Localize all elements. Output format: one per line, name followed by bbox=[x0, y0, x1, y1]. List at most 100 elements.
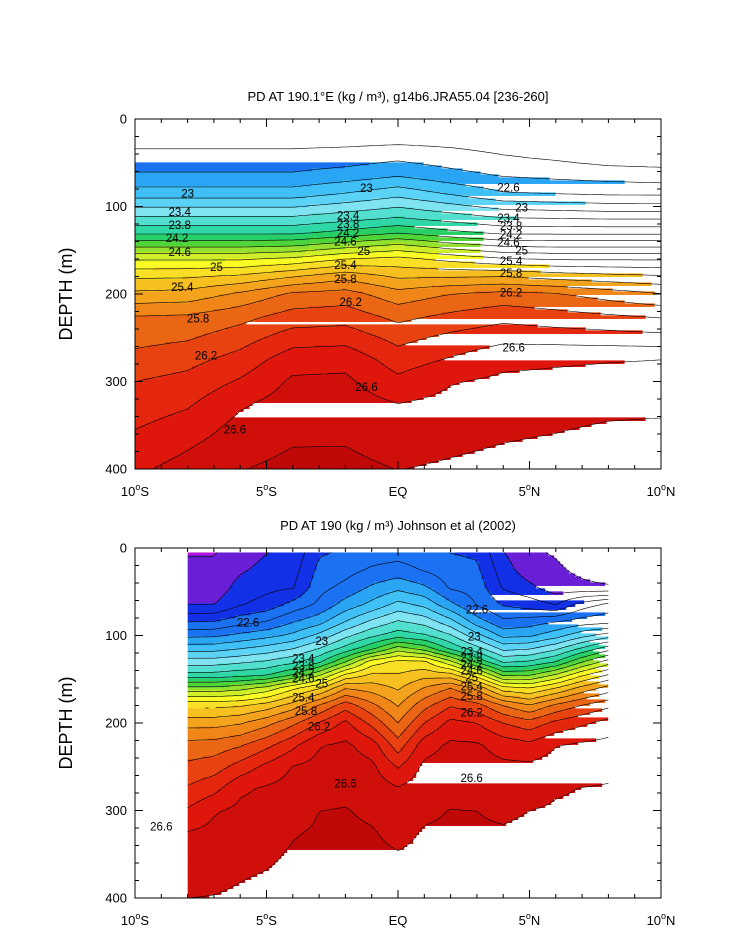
contour-label: 26.2 bbox=[339, 297, 361, 309]
y-axis-label: DEPTH (m) bbox=[56, 677, 76, 770]
contour-label: 26.6 bbox=[355, 382, 377, 394]
density-field bbox=[187, 552, 609, 898]
x-tick-label: 5oS bbox=[256, 911, 277, 928]
contour-line bbox=[187, 577, 609, 638]
contour-label: 25.8 bbox=[460, 691, 482, 703]
contour-line bbox=[187, 552, 609, 623]
chart-title: PD AT 190.1°E (kg / m³), g14b6.JRA55.04 … bbox=[248, 89, 549, 104]
x-tick-label: 10oS bbox=[121, 482, 149, 499]
x-tick-label: 10oN bbox=[647, 911, 676, 928]
contour-label: 25.4 bbox=[171, 282, 194, 294]
contour-label: 25.4 bbox=[292, 693, 315, 705]
contour-line bbox=[135, 232, 661, 241]
contour-line bbox=[135, 289, 661, 317]
contour-label: 25 bbox=[465, 673, 478, 685]
x-tick-label: EQ bbox=[389, 913, 408, 928]
y-tick-label: 100 bbox=[105, 628, 127, 643]
contour-label: 23.8 bbox=[169, 220, 191, 232]
chart-title: PD AT 190 (kg / m³) Johnson et al (2002) bbox=[280, 518, 516, 533]
contour-line bbox=[135, 186, 661, 204]
contour-label: 24.6 bbox=[292, 673, 314, 685]
contour-line bbox=[187, 620, 609, 666]
x-tick-label: 10oN bbox=[647, 482, 676, 499]
contour-label: 26.6 bbox=[460, 773, 482, 785]
x-tick-label: 5oN bbox=[519, 482, 541, 499]
contour-label: 25.4 bbox=[500, 256, 523, 268]
contour-line bbox=[187, 650, 609, 692]
contour-label: 23.4 bbox=[169, 207, 192, 219]
contour-line bbox=[135, 271, 661, 292]
x-tick-label: 5oS bbox=[256, 482, 277, 499]
contour-label: 24.6 bbox=[169, 247, 191, 259]
contour-line bbox=[187, 637, 609, 678]
contour-label: 25 bbox=[315, 679, 328, 691]
contour-label: 23 bbox=[515, 202, 528, 214]
y-axis-label: DEPTH (m) bbox=[56, 248, 76, 341]
contour-line bbox=[187, 590, 609, 645]
contour-label: 23.4 bbox=[460, 646, 483, 658]
contour-label: 23.4 bbox=[497, 213, 520, 225]
contour-line bbox=[187, 646, 609, 688]
panel-2: PD AT 190 (kg / m³) Johnson et al (2002)… bbox=[56, 518, 675, 928]
contour-label: 26.2 bbox=[500, 287, 522, 299]
contour-label: 24.6 bbox=[334, 237, 356, 249]
contour-label: 25 bbox=[515, 245, 528, 257]
contour-label: 22.6 bbox=[497, 182, 519, 194]
contour-label: 23.8 bbox=[460, 652, 482, 664]
contour-line bbox=[187, 706, 609, 786]
contour-label: 23.4 bbox=[337, 210, 360, 222]
contour-label: 25.8 bbox=[500, 268, 522, 280]
contour-line bbox=[205, 669, 609, 709]
contour-line bbox=[135, 196, 661, 212]
y-tick-label: 0 bbox=[120, 112, 127, 127]
contour-label: 25.8 bbox=[295, 706, 317, 718]
contour-line bbox=[135, 144, 661, 168]
contour-line bbox=[187, 630, 609, 673]
contour-line bbox=[135, 265, 661, 279]
contour-line bbox=[187, 600, 609, 652]
density-field bbox=[135, 162, 655, 469]
contour-line bbox=[135, 256, 661, 270]
contour-line bbox=[135, 250, 661, 261]
contour-line bbox=[191, 783, 609, 898]
contour-label: 25 bbox=[210, 262, 223, 274]
contour-line bbox=[135, 238, 661, 248]
contour-line bbox=[187, 718, 609, 809]
contour-line bbox=[135, 305, 661, 349]
contour-line bbox=[135, 323, 661, 382]
contour-line bbox=[187, 687, 609, 741]
contour-line bbox=[135, 160, 661, 184]
contour-line bbox=[135, 217, 661, 228]
contour-label: 22.6 bbox=[466, 604, 488, 616]
contour-label: 23.8 bbox=[500, 221, 522, 233]
y-tick-label: 200 bbox=[105, 716, 127, 731]
contour-line bbox=[135, 279, 661, 304]
y-tick-label: 100 bbox=[105, 199, 127, 214]
contour-label: 26.6 bbox=[224, 425, 246, 437]
contour-line bbox=[187, 552, 609, 585]
contour-line bbox=[135, 206, 661, 220]
contour-label: 26.2 bbox=[308, 722, 330, 734]
contour-line bbox=[187, 610, 609, 659]
contour-label: 24.2 bbox=[500, 230, 522, 242]
x-tick-label: 5oN bbox=[519, 911, 541, 928]
contour-line bbox=[187, 737, 609, 832]
y-tick-label: 400 bbox=[105, 891, 127, 906]
y-tick-label: 400 bbox=[105, 462, 127, 477]
contour-line bbox=[187, 641, 609, 683]
contour-line bbox=[187, 660, 609, 702]
contour-label: 23 bbox=[181, 188, 194, 200]
contour-label: 24.2 bbox=[460, 659, 482, 671]
contour-label: 24.2 bbox=[337, 228, 359, 240]
contour-label: 24.2 bbox=[292, 667, 314, 679]
contour-line bbox=[187, 552, 609, 614]
contour-label: 23.8 bbox=[337, 219, 359, 231]
contour-label: 23 bbox=[315, 636, 328, 648]
contour-lines bbox=[135, 144, 661, 469]
contour-label: 25.8 bbox=[334, 274, 356, 286]
contour-line bbox=[187, 696, 609, 762]
contour-line bbox=[187, 677, 609, 718]
contour-label: 23 bbox=[360, 183, 373, 195]
contour-line bbox=[187, 560, 609, 630]
